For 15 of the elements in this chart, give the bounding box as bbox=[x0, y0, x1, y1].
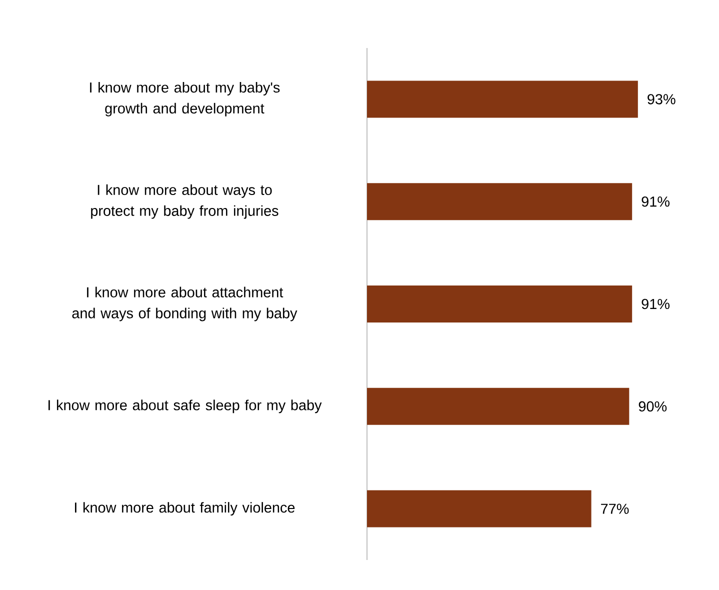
data-label: 93% bbox=[648, 94, 676, 104]
y-tick-label: I know more about family violence bbox=[75, 502, 295, 516]
data-label: 91% bbox=[642, 298, 670, 310]
y-tick-label: I know more about my baby's growth and development bbox=[90, 82, 280, 116]
data-label: 90% bbox=[638, 401, 667, 412]
bar bbox=[367, 286, 632, 323]
bar bbox=[367, 80, 638, 118]
y-tick-label: I know more about safe sleep for my baby bbox=[48, 400, 322, 414]
data-label: 91% bbox=[642, 196, 670, 207]
bar bbox=[367, 183, 632, 220]
data-label: 77% bbox=[601, 504, 629, 514]
y-tick-label: I know more about ways to protect my baby from injuries bbox=[91, 184, 278, 219]
y-tick-label: I know more about attachment and ways of bonding with my baby bbox=[72, 286, 298, 322]
bar bbox=[367, 490, 592, 528]
bar bbox=[367, 388, 630, 425]
